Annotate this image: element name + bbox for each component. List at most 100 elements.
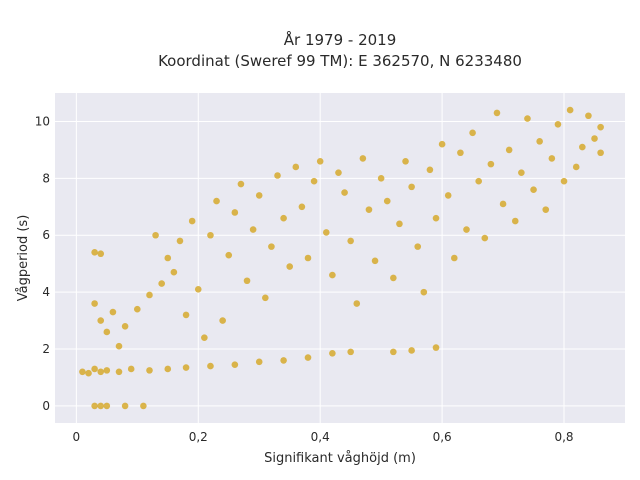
data-point [585,112,592,120]
data-point [304,254,312,262]
data-point [91,249,98,256]
data-point [133,305,141,313]
data-point [103,402,111,410]
data-point [432,214,440,222]
data-point [194,285,202,293]
data-point [97,368,105,376]
data-point [201,334,208,341]
data-point [469,129,476,137]
data-point [597,149,604,157]
data-point [426,166,434,174]
data-point [85,369,92,377]
data-point [127,365,135,373]
data-point [518,169,525,176]
data-point [237,180,245,188]
y-tick-label: 0 [42,399,50,413]
tick-labels: 0 0,2 0,4 0,6 0,8 0 2 4 6 8 10 [35,114,574,444]
chart-title-line-1: År 1979 - 2019 [284,30,397,49]
data-point [182,311,190,319]
data-point [572,163,580,171]
x-axis-title: Signifikant våghöjd (m) [264,451,416,466]
data-point [402,157,409,165]
data-point [353,300,361,307]
data-point [438,140,446,148]
data-points [79,106,604,410]
data-point [396,220,403,228]
data-point [524,115,531,122]
data-point [79,368,86,376]
y-axis-title: Vågperiod (s) [16,215,31,302]
data-point [213,197,220,205]
x-tick-label: 0,2 [189,430,208,444]
data-point [188,217,196,225]
data-point [554,120,562,128]
data-point [322,229,330,236]
data-point [298,203,306,211]
y-tick-label: 10 [35,114,50,128]
data-point [414,243,422,250]
data-point [292,163,300,171]
data-point [310,177,318,185]
data-point [390,348,397,356]
data-point [91,402,98,410]
data-point [243,277,251,285]
data-point [377,175,385,182]
data-point [97,250,105,258]
data-point [536,138,543,145]
data-point [103,328,111,336]
data-point [140,402,147,410]
data-point [231,209,239,216]
data-point [176,237,184,245]
y-tick-label: 6 [42,228,50,242]
data-point [280,214,287,222]
data-point [255,192,263,199]
data-point [335,169,342,176]
data-point [505,146,513,154]
data-point [597,123,604,131]
chart-title-line-2: Koordinat (Sweref 99 TM): E 362570, N 62… [158,52,522,70]
data-point [268,243,275,250]
data-point [207,231,214,239]
data-point [475,177,482,185]
data-point [304,354,312,361]
data-point [542,206,550,213]
data-point [152,231,159,239]
data-point [231,361,239,368]
data-point [560,177,568,185]
data-point [316,157,324,165]
data-point [347,348,354,356]
data-point [341,189,348,196]
data-point [591,135,598,142]
data-point [146,367,153,374]
data-point [170,268,178,276]
data-point [566,106,574,114]
data-point [432,344,440,351]
data-point [499,200,507,208]
data-point [91,365,98,373]
data-point [487,160,495,168]
data-point [390,274,397,282]
data-point [115,342,123,350]
data-point [371,257,379,265]
data-point [249,226,257,233]
data-point [329,271,336,279]
x-tick-label: 0,6 [433,430,452,444]
data-point [408,347,415,354]
data-point [91,300,98,307]
data-point [280,357,287,364]
data-point [97,317,105,324]
y-tick-label: 8 [42,171,50,185]
y-tick-label: 4 [42,285,50,299]
data-point [481,234,489,242]
data-point [262,294,269,302]
data-point [207,362,214,370]
data-point [420,288,428,296]
data-point [347,237,354,245]
data-point [182,364,190,371]
data-point [365,206,373,213]
data-point [255,358,263,366]
data-point [109,308,117,316]
data-point [97,402,105,410]
data-point [457,149,464,157]
data-point [274,172,281,179]
